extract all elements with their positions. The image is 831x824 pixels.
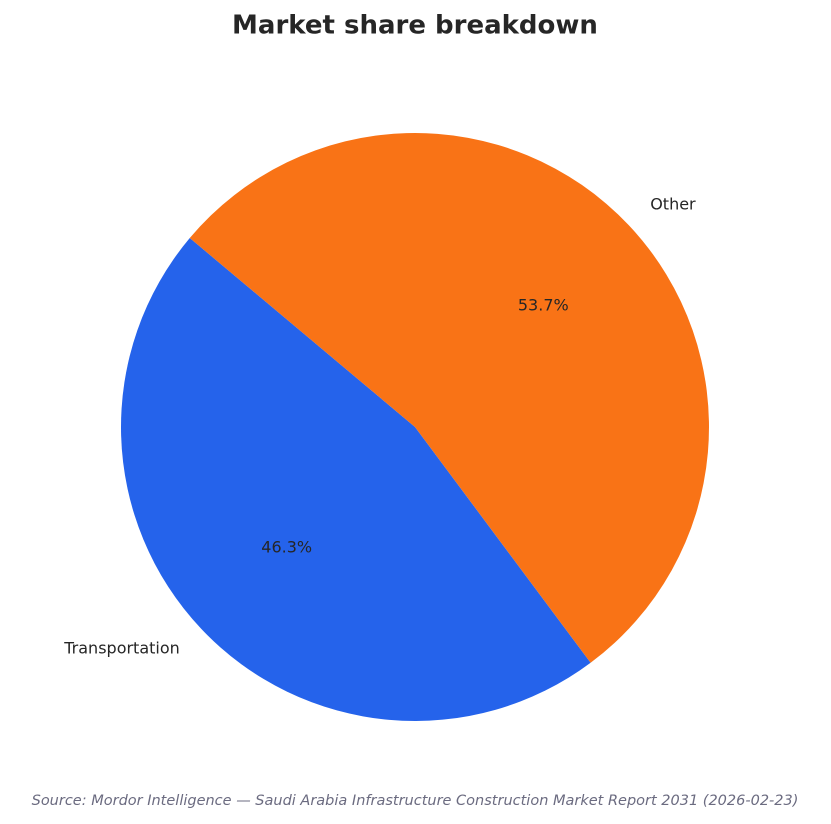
source-note: Source: Mordor Intelligence — Saudi Arab… [32, 793, 799, 809]
pie-slice [120, 238, 591, 722]
chart-title: Market share breakdown [232, 11, 598, 41]
slice-label: Transportation [63, 638, 180, 657]
value-label: 46.3% [261, 538, 312, 557]
slice-label: Other [650, 195, 696, 214]
pie-slice [189, 133, 709, 663]
value-label: 53.7% [518, 295, 569, 314]
